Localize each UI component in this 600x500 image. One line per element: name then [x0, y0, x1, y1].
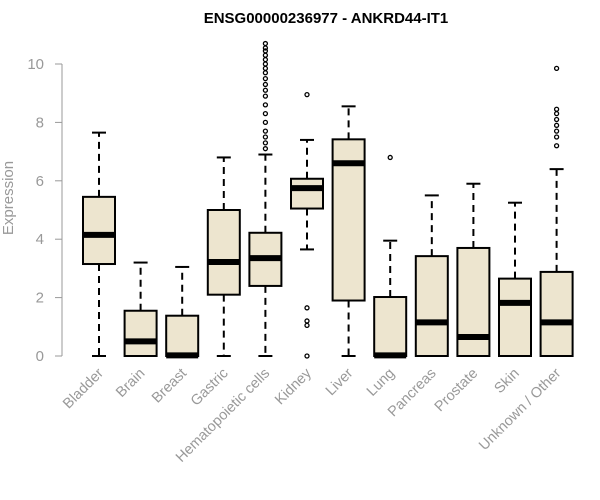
iqr-box	[165, 314, 200, 358]
outlier-point	[304, 318, 310, 324]
x-tick-label: Bladder	[60, 365, 107, 412]
outlier-point	[262, 70, 269, 76]
outlier-point	[262, 52, 269, 58]
outlier-point	[262, 87, 269, 93]
iqr-box	[82, 195, 116, 266]
box-group	[290, 92, 324, 359]
y-tick-label: 0	[36, 348, 44, 365]
outlier-point	[304, 322, 310, 328]
outlier-point	[262, 110, 269, 117]
outlier-point	[553, 65, 560, 72]
x-tick-label: Brain	[113, 366, 148, 401]
outlier-point	[553, 143, 560, 149]
outlier-point	[553, 128, 560, 134]
outlier-point	[553, 134, 560, 140]
outlier-point	[387, 154, 393, 161]
y-tick-label: 2	[36, 290, 44, 307]
outlier-point	[304, 305, 310, 311]
outlier-point	[262, 45, 269, 51]
iqr-box	[414, 255, 449, 357]
outlier-point	[553, 106, 560, 112]
outlier-point	[262, 65, 269, 72]
x-tick-label: Breast	[149, 366, 190, 407]
outlier-point	[304, 353, 310, 359]
outlier-point	[304, 92, 310, 98]
outlier-point	[262, 81, 269, 88]
box-group	[414, 194, 449, 357]
x-tick-label: Liver	[323, 365, 357, 399]
iqr-box	[206, 209, 241, 296]
x-tick-label: Skin	[492, 366, 523, 397]
y-tick-label: 6	[36, 173, 44, 190]
box-group	[373, 154, 408, 359]
outlier-point	[262, 134, 269, 140]
outlier-point	[553, 116, 560, 123]
y-tick-label: 8	[36, 114, 44, 131]
x-tick-label: Lung	[364, 366, 398, 400]
iqr-box	[123, 309, 158, 357]
outlier-point	[262, 75, 269, 82]
outlier-point	[262, 119, 269, 126]
box-group	[206, 156, 241, 357]
box-group	[539, 65, 574, 357]
outlier-point	[262, 93, 269, 99]
box-group	[165, 265, 200, 359]
outlier-point	[262, 61, 269, 67]
box-group	[456, 182, 491, 358]
iqr-box	[290, 177, 324, 210]
outlier-point	[553, 122, 560, 128]
y-axis: 0 2 4 6 8 10	[27, 56, 63, 365]
outlier-point	[262, 128, 269, 134]
x-tick-label: Prostate	[432, 366, 481, 415]
outlier-point	[262, 102, 269, 108]
box-group	[123, 261, 158, 357]
box-group	[331, 105, 366, 357]
iqr-box	[373, 296, 408, 357]
chart-title: ENSG00000236977 - ANKRD44-IT1	[204, 10, 449, 27]
iqr-box	[539, 270, 574, 357]
iqr-box	[498, 277, 532, 357]
outlier-point	[262, 48, 269, 54]
y-tick-label: 4	[36, 231, 44, 248]
outlier-point	[262, 140, 269, 146]
box-group	[82, 131, 116, 357]
box-series	[82, 40, 574, 359]
y-axis-label: Expression	[0, 161, 17, 235]
outlier-point	[262, 146, 269, 152]
y-tick-label: 10	[27, 56, 44, 73]
box-group	[498, 201, 532, 357]
outlier-point	[553, 110, 560, 117]
outlier-point	[262, 56, 269, 63]
x-tick-label: Kidney	[272, 365, 315, 408]
outlier-point	[262, 40, 269, 47]
box-group	[248, 40, 283, 357]
